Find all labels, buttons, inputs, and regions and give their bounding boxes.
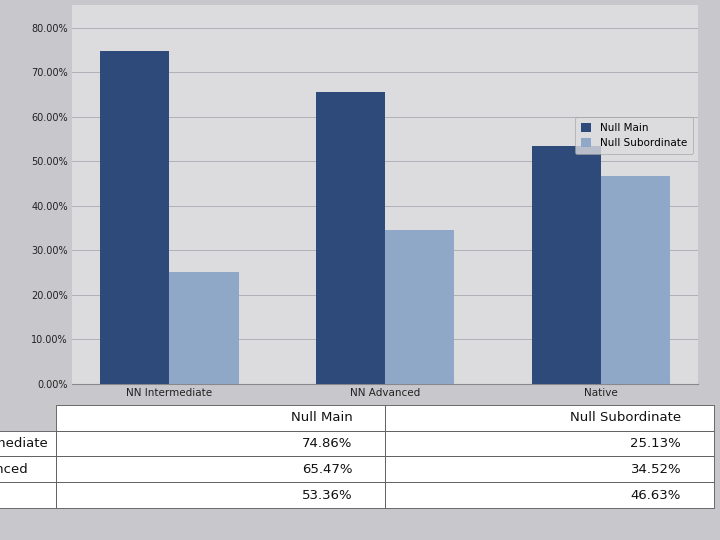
Bar bbox=[601, 176, 670, 384]
Bar bbox=[532, 146, 601, 384]
Bar bbox=[101, 51, 169, 384]
Bar bbox=[316, 92, 385, 384]
Bar bbox=[385, 230, 454, 384]
Legend: Null Main, Null Subordinate: Null Main, Null Subordinate bbox=[575, 117, 693, 154]
Bar bbox=[169, 272, 238, 384]
